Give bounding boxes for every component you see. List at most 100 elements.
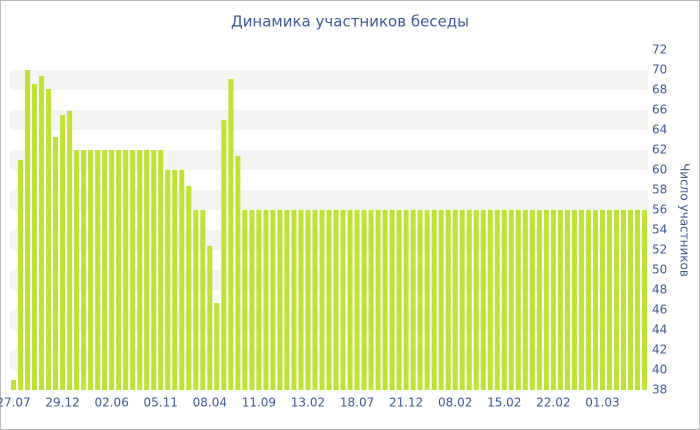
bar (263, 210, 269, 390)
y-tick-label: 68 (652, 83, 667, 97)
bar (536, 210, 542, 390)
x-tick-label: 22.02 (536, 396, 570, 410)
bar (109, 150, 115, 390)
bar (347, 210, 353, 390)
bar (354, 210, 360, 390)
bar (424, 210, 430, 390)
bar (522, 210, 528, 390)
bar (445, 210, 451, 390)
bar (81, 150, 87, 390)
bar (634, 210, 641, 390)
bar (606, 210, 612, 390)
bar (270, 210, 276, 390)
grid-band (10, 110, 648, 130)
y-tick-label: 46 (652, 303, 667, 317)
bar (17, 160, 24, 390)
bar (74, 150, 80, 390)
bar (480, 210, 486, 390)
y-tick-label: 70 (652, 63, 667, 77)
bar (389, 210, 395, 390)
bar (284, 210, 290, 390)
y-tick-label: 48 (652, 283, 667, 297)
bar (396, 210, 402, 390)
x-tick-label: 21.12 (389, 396, 423, 410)
bar (466, 210, 472, 390)
y-tick-label: 72 (652, 43, 667, 57)
bar (438, 210, 444, 390)
bar (151, 150, 157, 390)
bar (235, 156, 241, 390)
bar (431, 210, 437, 390)
bar (130, 150, 136, 390)
bar (326, 210, 332, 390)
bar (501, 210, 507, 390)
y-tick-label: 62 (652, 143, 667, 157)
bar (242, 210, 248, 390)
bar (25, 70, 31, 390)
bar (60, 115, 66, 390)
bar (291, 210, 297, 390)
x-tick-label: 08.04 (193, 396, 227, 410)
bar (410, 210, 416, 390)
x-tick-label: 01.03 (585, 396, 619, 410)
bar (340, 210, 346, 390)
bar (32, 84, 38, 390)
bar (550, 210, 556, 390)
y-tick-label: 58 (652, 183, 667, 197)
x-tick-label: 27.07 (0, 396, 31, 410)
bar (613, 210, 619, 390)
bar (515, 210, 521, 390)
x-tick-label: 11.09 (242, 396, 276, 410)
bar (214, 303, 220, 390)
bar (102, 150, 108, 390)
y-tick-label: 44 (652, 323, 667, 337)
y-tick-label: 40 (652, 363, 667, 377)
bar (305, 210, 311, 390)
bar (186, 186, 192, 390)
x-tick-label: 05.11 (144, 396, 178, 410)
bar (585, 210, 591, 390)
bar (298, 210, 304, 390)
x-tick-label: 18.07 (340, 396, 374, 410)
bar (368, 210, 374, 390)
x-tick-label: 08.02 (438, 396, 472, 410)
x-tick-label: 02.06 (94, 396, 128, 410)
bar (10, 380, 17, 390)
x-tick-label: 29.12 (45, 396, 79, 410)
y-tick-label: 38 (652, 383, 667, 397)
bar (165, 170, 171, 390)
bar (452, 210, 458, 390)
bar (179, 170, 185, 390)
y-axis-label: Число участников (678, 163, 692, 277)
bar (529, 210, 535, 390)
bar (543, 210, 549, 390)
bar (193, 210, 199, 390)
chart-title: Динамика участников беседы (231, 13, 469, 31)
y-tick-label: 60 (652, 163, 667, 177)
bar (200, 210, 206, 390)
bar (473, 210, 479, 390)
bar (221, 120, 227, 390)
bar (494, 210, 500, 390)
bar (382, 210, 388, 390)
bar (557, 210, 563, 390)
bar (277, 210, 283, 390)
grid-band (10, 150, 648, 170)
bar (620, 210, 626, 390)
bar (249, 210, 255, 390)
bar (564, 210, 570, 390)
bar (487, 210, 493, 390)
y-tick-label: 66 (652, 103, 667, 117)
y-tick-label: 50 (652, 263, 667, 277)
bar (417, 210, 423, 390)
bar (319, 210, 325, 390)
bar (67, 111, 73, 390)
y-tick-label: 52 (652, 243, 667, 257)
grid-band (10, 70, 648, 90)
bar (53, 137, 59, 390)
bar (39, 76, 45, 390)
bar (95, 150, 101, 390)
bar (228, 79, 234, 390)
bar (46, 89, 52, 390)
